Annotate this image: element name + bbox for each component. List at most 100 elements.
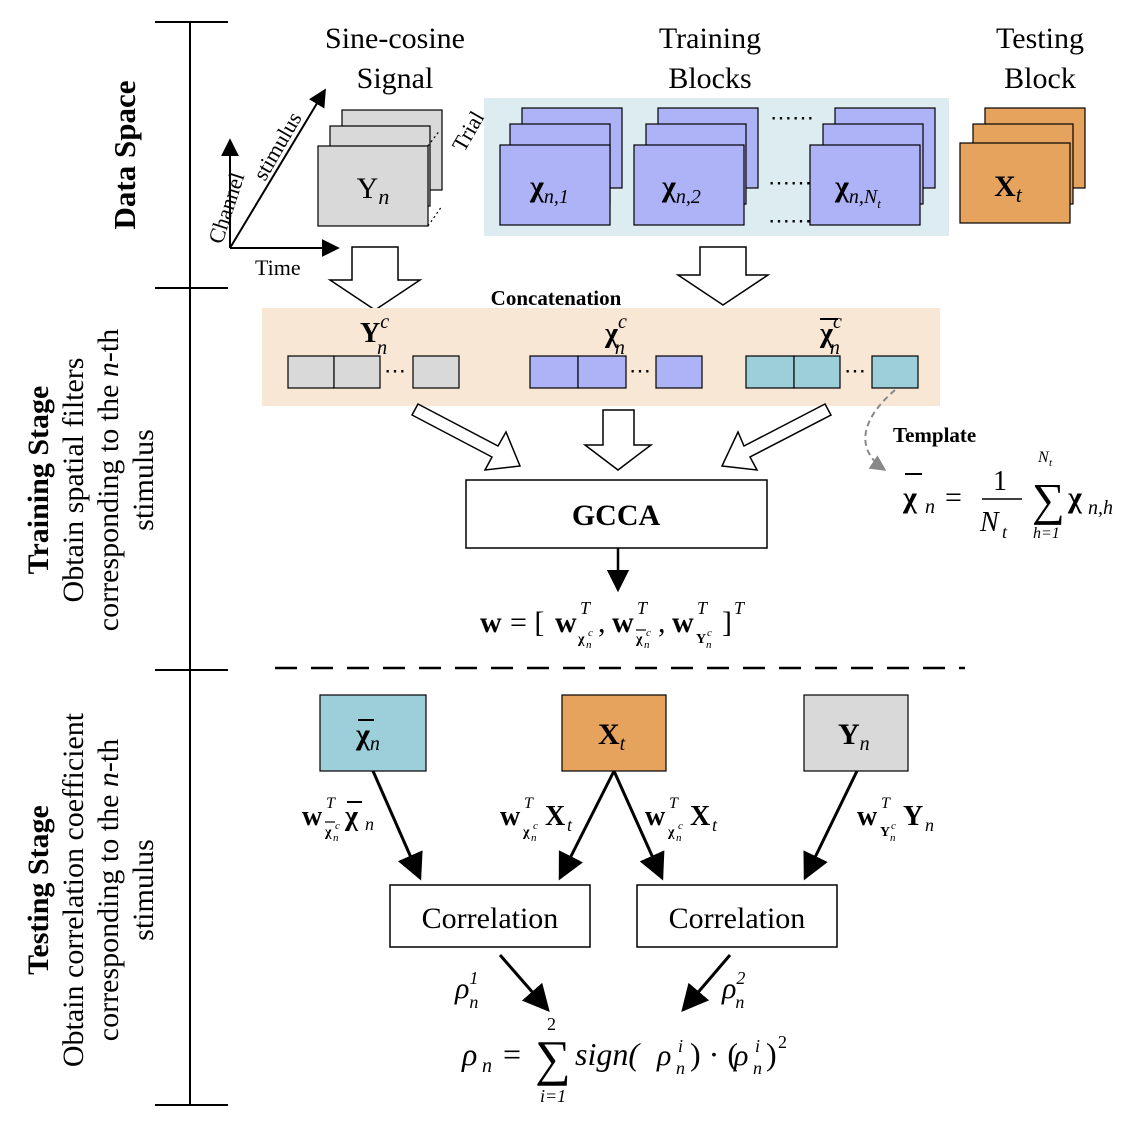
svg-text:T: T [326,795,336,812]
concatenation-label: Concatenation [491,286,622,310]
svg-text:n: n [586,639,592,651]
svg-text:N: N [1037,449,1050,466]
svg-text:T: T [524,795,534,812]
svg-text:T: T [669,795,679,812]
xt-box [561,694,667,772]
training-dots-mid: ⋯⋯ [768,170,812,195]
svg-text:T: T [881,795,891,812]
chi-bar-c-label: χc n [819,311,842,359]
svg-text:c: c [646,627,651,639]
hollow-arrow-chibar-to-gcca [720,402,833,471]
svg-text:i: i [755,1036,760,1056]
svg-text:χ: χ [902,481,918,514]
svg-text:c: c [891,820,896,832]
svg-text:1: 1 [993,466,1007,497]
svg-text:w: w [480,606,502,639]
svg-text:ρ: ρ [733,1039,748,1072]
svg-text:n: n [925,815,934,835]
training-stage-title: Training Stage [22,386,55,575]
training-dots-bot: ⋯⋯ [768,208,812,233]
svg-text:c: c [707,627,712,639]
svg-text:Y: Y [903,801,923,832]
training-block-1 [499,107,623,226]
svg-text:w: w [302,801,323,832]
training-block-nt [809,107,936,226]
correlation-box-1 [389,884,591,948]
svg-text:2: 2 [778,1032,787,1052]
svg-text:w: w [857,801,878,832]
svg-text:n: n [333,832,339,844]
hollow-arrow-y-to-gcca [410,402,522,471]
chi-c-label: χc n [604,311,627,359]
svg-text:n: n [676,1058,685,1078]
svg-text:t: t [1049,457,1053,469]
yn-box-label: Yn [838,718,870,755]
svg-text:,: , [658,606,666,639]
svg-text:t: t [1002,522,1008,542]
concat-chi-dots: ⋯ [629,358,651,383]
svg-text:t: t [567,815,573,835]
stage-ruler [155,21,228,1106]
svg-text:c: c [678,820,683,832]
svg-text:∑: ∑ [535,1030,571,1086]
svg-text:χ: χ [635,632,643,647]
svg-text:i=1: i=1 [540,1086,566,1106]
svg-text:X: X [545,801,565,832]
training-blocks-title-2: Blocks [668,62,751,95]
axis-trial-label: Trial [447,107,490,156]
svg-text:Y: Y [696,632,706,647]
y-c-label: Yc n [360,311,389,359]
hollow-arrow-training-down [675,246,771,306]
training-block-2 [633,107,759,226]
w-equation: w = [ w T χ n c , w T χ n c , w T Y n c … [480,598,746,651]
rho-1-label: ρ1 n [454,968,478,1012]
concat-y-dots: ⋯ [384,358,406,383]
hollow-arrow-chi-to-gcca [582,409,654,471]
svg-text:χ: χ [344,801,359,832]
svg-text:X: X [690,801,710,832]
svg-text:N: N [979,507,1000,538]
svg-text:w: w [555,606,577,639]
gcca-label: GCCA [572,499,661,532]
svg-text:T: T [697,598,709,618]
svg-text:w: w [645,801,666,832]
testing-stage-line1: Obtain correlation coefficient [57,712,90,1067]
testing-stage-title: Testing Stage [22,805,55,975]
svg-text:n: n [365,814,374,834]
label-w-y-yn: w T Y n c Y n [857,795,934,844]
template-label: Template [893,423,976,447]
svg-text:n: n [482,1055,492,1077]
training-dots-top: ⋯⋯ [770,105,814,130]
rho-2-label: ρ2 n [721,968,745,1012]
axis-stimulus-label: stimulus [248,107,307,184]
svg-text:) · (: ) · ( [690,1036,738,1072]
svg-text:=: = [945,481,962,514]
svg-text:χ: χ [522,825,530,840]
y-n-label: Yn [357,172,390,209]
concat-chibar-cells [745,355,919,389]
svg-text:n,h: n,h [1088,497,1113,519]
template-dashed-arrow [864,389,896,471]
svg-text:w: w [500,801,521,832]
concat-chibar-dots: ⋯ [844,358,866,383]
svg-text:=: = [503,1036,521,1072]
svg-text:sign(: sign( [575,1036,641,1072]
svg-text:w: w [672,606,694,639]
training-blocks-title-1: Training [659,22,761,55]
svg-text:c: c [533,820,538,832]
label-w-chibar-chibar: w T χ n c χ n [302,795,374,844]
svg-text:n: n [890,832,896,844]
svg-text:]: ] [722,606,732,639]
testing-block-stack [959,107,1086,224]
yn-box [803,694,909,772]
testing-stage-line3: stimulus [127,839,160,941]
testing-arrows [371,770,859,881]
svg-text:w: w [612,606,634,639]
svg-text:2: 2 [547,1014,556,1034]
svg-text:c: c [335,820,340,832]
axis-time-label: Time [255,255,301,280]
svg-text:n: n [753,1058,762,1078]
svg-text:n: n [925,496,935,518]
svg-text:n: n [531,832,537,844]
